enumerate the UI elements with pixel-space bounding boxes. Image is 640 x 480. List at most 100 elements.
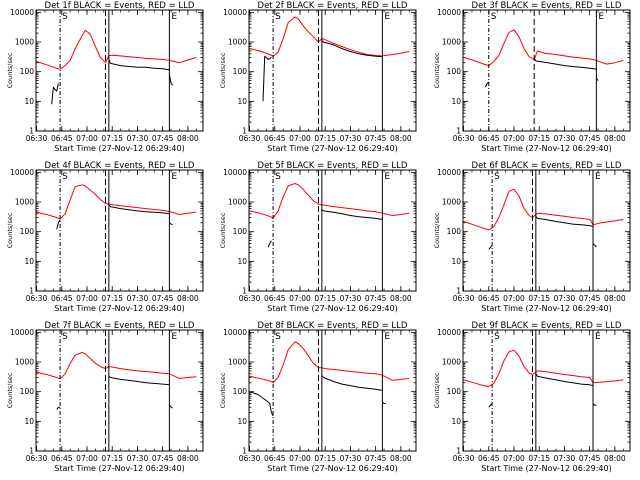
x-tick-label: 07:45 [152,294,174,303]
time-marker-label: E [171,12,177,22]
y-axis-label: Counts/sec [433,372,441,408]
y-tick-label: 100 [233,387,248,396]
y-tick-label: 100 [233,227,248,236]
x-tick-label: 06:30 [26,454,48,463]
y-tick-label: 100 [447,67,462,76]
x-tick-label: 06:30 [26,134,48,143]
events-series-line [168,74,174,86]
panel-title: Det 6f BLACK = Events, RED = LLD [472,161,622,171]
panel-title: Det 9f BLACK = Events, RED = LLD [472,321,622,331]
x-axis-label: Start Time (27-Nov-12 06:29:40) [481,304,611,313]
y-tick-label: 10000 [10,8,34,17]
x-tick-label: 07:30 [554,294,576,303]
events-series-line [535,215,594,227]
x-tick-label: 07:30 [340,294,362,303]
time-marker-label: E [595,172,601,182]
lld-series-line [249,183,410,219]
x-tick-label: 06:45 [51,134,73,143]
y-tick-label: 10 [451,417,461,426]
y-tick-label: 1000 [15,198,34,207]
y-axis-label: Counts/sec [219,212,227,248]
x-tick-label: 07:30 [127,294,149,303]
x-tick-label: 07:15 [314,454,336,463]
time-marker-label: S [275,172,281,182]
panel-data [36,184,197,230]
x-axis-label: Start Time (27-Nov-12 06:29:40) [267,144,397,153]
time-marker-label: S [62,12,68,22]
plot-frame [35,9,204,132]
x-axis-label: Start Time (27-Nov-12 06:29:40) [267,304,397,313]
panel-title: Det 4f BLACK = Events, RED = LLD [45,161,195,171]
y-axis-label: Counts/sec [6,372,14,408]
y-axis-label: Counts/sec [6,212,14,248]
lld-series-line [463,188,624,231]
panel-9: Det 9f BLACK = Events, RED = LLD 1 10 100 10… [433,321,631,473]
x-tick-label: 07:30 [127,454,149,463]
y-tick-label: 1000 [228,198,247,207]
x-tick-label: 06:45 [264,134,286,143]
x-tick-label: 06:45 [264,454,286,463]
y-tick-label: 100 [20,67,35,76]
x-tick-label: 07:15 [528,454,550,463]
x-tick-label: 08:00 [604,134,626,143]
time-marker-label: E [598,12,604,22]
y-tick-label: 100 [447,387,462,396]
x-tick-label: 07:30 [340,454,362,463]
x-axis-label: Start Time (27-Nov-12 06:29:40) [54,304,184,313]
events-series-line [592,243,597,248]
x-tick-label: 06:45 [478,134,500,143]
x-tick-label: 07:15 [314,134,336,143]
time-marker-label: E [384,332,390,342]
y-tick-label: 10 [451,97,461,106]
y-tick-label: 1000 [15,358,34,367]
x-tick-label: 06:30 [239,134,261,143]
y-tick-label: 10 [237,257,247,266]
x-tick-label: 06:30 [239,454,261,463]
x-tick-label: 07:00 [289,134,311,143]
x-tick-label: 07:15 [101,294,123,303]
x-axis-label: Start Time (27-Nov-12 06:29:40) [54,464,184,473]
y-tick-label: 1 [29,287,34,296]
y-axis-label: Counts/sec [219,52,227,88]
y-tick-label: 1 [29,127,34,136]
y-tick-label: 100 [20,387,35,396]
x-tick-label: 07:15 [528,134,550,143]
events-series-line [382,401,386,404]
panel-title: Det 3f BLACK = Events, RED = LLD [472,1,622,11]
x-tick-label: 08:00 [604,454,626,463]
y-tick-label: 1000 [442,38,461,47]
x-tick-label: 06:30 [453,454,475,463]
x-tick-label: 07:30 [127,134,149,143]
x-tick-label: 07:00 [503,134,525,143]
panel-title: Det 7f BLACK = Events, RED = LLD [45,321,195,331]
events-series-line [488,403,493,408]
time-marker-label: S [62,172,68,182]
x-tick-label: 08:00 [390,134,412,143]
x-tick-label: 06:30 [26,294,48,303]
events-series-line [535,373,594,387]
events-series-line [267,240,272,248]
y-tick-label: 100 [20,227,35,236]
events-series-line [108,59,170,71]
y-tick-label: 1000 [228,38,247,47]
y-axis-label: Counts/sec [433,212,441,248]
y-tick-label: 10 [237,97,247,106]
y-tick-label: 1 [456,447,461,456]
x-tick-label: 07:45 [365,454,387,463]
x-tick-label: 07:45 [365,134,387,143]
y-tick-label: 10000 [223,168,247,177]
events-series-line [321,375,383,391]
plot-frame [248,169,417,292]
x-tick-label: 07:45 [579,454,601,463]
events-series-line [169,404,173,409]
x-tick-label: 07:15 [101,134,123,143]
panel-6: Det 6f BLACK = Events, RED = LLD 1 10 100 10… [433,161,631,313]
y-tick-label: 10 [24,97,34,106]
time-marker-label: S [275,332,281,342]
plot-frame [462,169,631,292]
events-series-line [488,244,493,250]
time-marker-label: S [275,12,281,22]
y-tick-label: 10 [24,257,34,266]
panel-3: Det 3f BLACK = Events, RED = LLD 1 10 100 10… [433,1,631,153]
events-series-line [51,83,59,105]
